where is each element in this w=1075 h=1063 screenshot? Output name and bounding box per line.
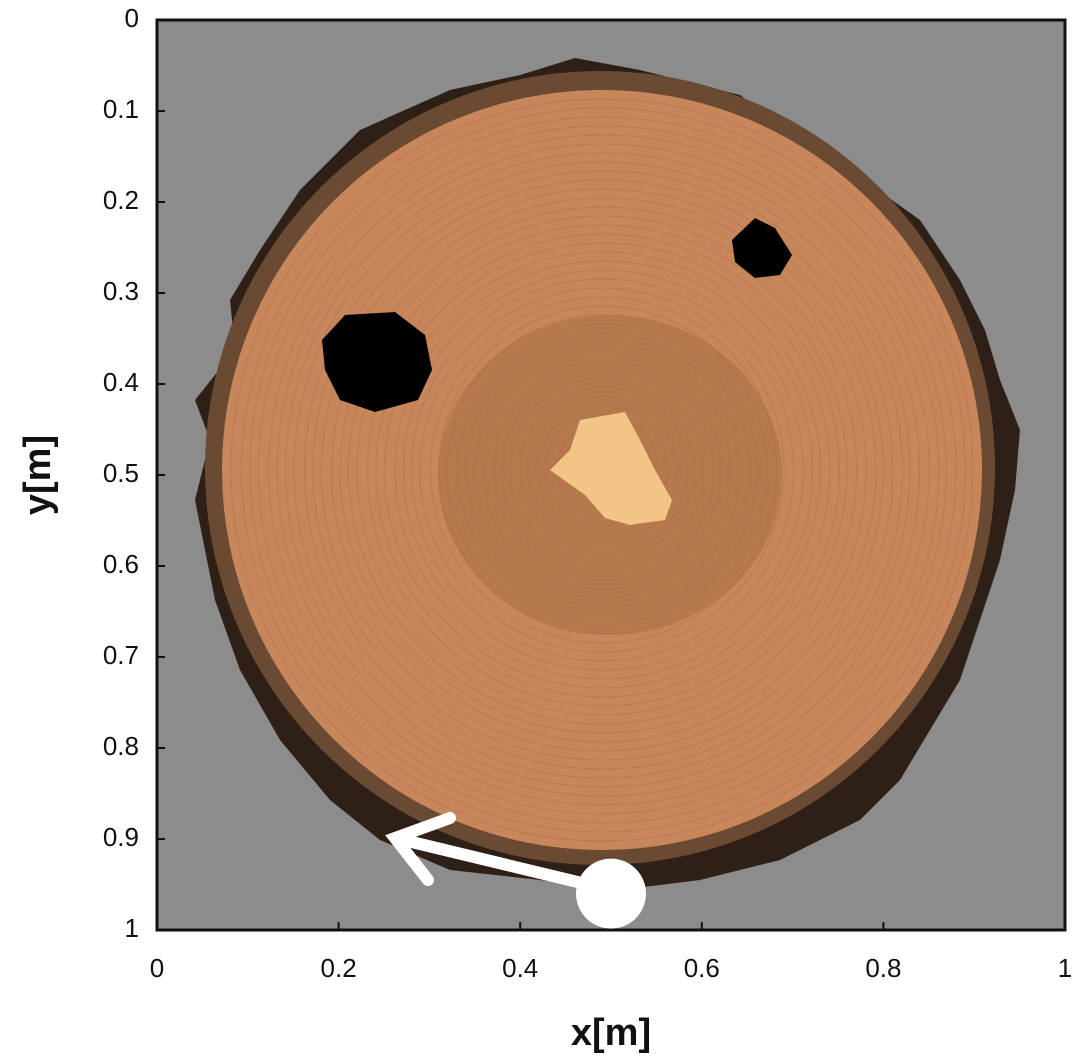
knot [322, 312, 432, 412]
x-tick-label: 0.8 [865, 953, 901, 983]
ring [375, 242, 831, 698]
ring [411, 278, 795, 662]
y-tick-label: 0.2 [103, 185, 139, 215]
knot [732, 218, 792, 278]
y-axis-label: y[m] [17, 435, 59, 515]
y-tick-label: 0.3 [103, 276, 139, 306]
ring [241, 107, 966, 833]
y-tick-label: 0.5 [103, 458, 139, 488]
y-tick-label: 0.4 [103, 367, 139, 397]
ring [367, 233, 840, 707]
ring [356, 224, 848, 716]
ring [304, 170, 903, 770]
ring [293, 161, 911, 779]
ring [402, 269, 804, 671]
ring [331, 197, 877, 743]
x-tick-label: 0.6 [684, 953, 720, 983]
y-tick-label: 0.1 [103, 94, 139, 124]
y-tick-label: 1 [125, 913, 139, 943]
x-axis-label: x[m] [571, 1012, 651, 1054]
y-tick-label: 0.7 [103, 640, 139, 670]
ring [394, 260, 814, 680]
ring [339, 206, 867, 734]
y-tick-label: 0.6 [103, 549, 139, 579]
ring [320, 188, 884, 752]
ring [348, 215, 858, 725]
ring [268, 134, 940, 806]
y-tick-label: 0 [125, 3, 139, 33]
ring [249, 116, 957, 824]
x-tick-label: 1 [1058, 953, 1072, 983]
y-tick-label: 0.8 [103, 731, 139, 761]
pith [550, 412, 672, 525]
sensor-point [576, 858, 646, 929]
ring [276, 143, 930, 797]
ring [285, 152, 921, 788]
direction-arrow [385, 812, 596, 891]
x-tick-label: 0.2 [321, 953, 357, 983]
y-tick-label: 0.9 [103, 822, 139, 852]
x-tick-label: 0.4 [502, 953, 538, 983]
ring [312, 179, 894, 761]
ring [257, 125, 947, 815]
ring [419, 287, 785, 653]
x-tick-label: 0 [150, 953, 164, 983]
ring [383, 251, 821, 689]
ring [230, 98, 974, 842]
